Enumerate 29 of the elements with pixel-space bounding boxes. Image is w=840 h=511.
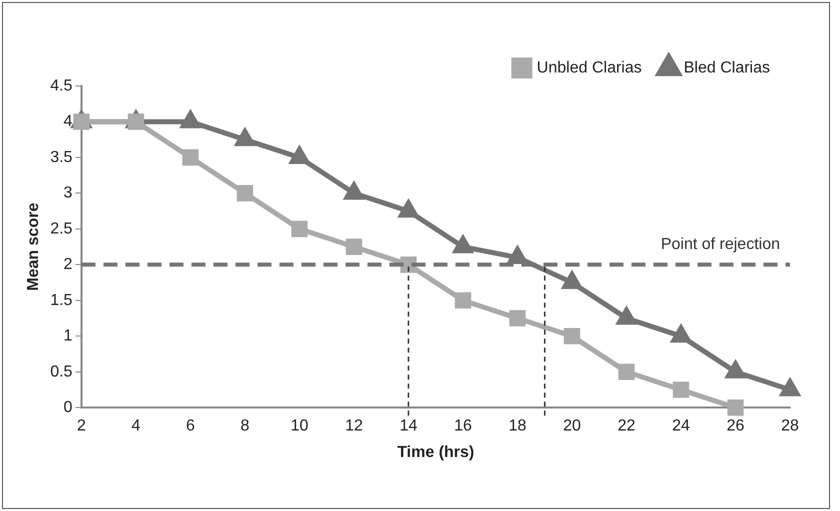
y-tick-label: 1 <box>64 328 73 345</box>
x-tick-label: 2 <box>76 418 86 435</box>
y-tick-label: 4.5 <box>50 77 73 94</box>
x-tick-label: 18 <box>508 418 526 435</box>
x-tick-label: 26 <box>726 418 744 435</box>
y-tick-label: 3.5 <box>50 148 73 166</box>
y-tick-label: 0.5 <box>50 363 73 380</box>
x-tick-label: 12 <box>345 418 363 435</box>
x-tick-label: 28 <box>781 418 799 435</box>
x-tick-label: 14 <box>400 418 418 435</box>
x-tick-label: 6 <box>186 418 195 435</box>
y-tick-label: 2.5 <box>50 220 73 238</box>
x-tick-label: 16 <box>454 418 472 435</box>
y-tick-label: 4 <box>64 113 73 130</box>
x-axis-title: Time (hrs) <box>397 444 474 461</box>
y-axis-title: Mean score <box>25 202 42 291</box>
y-tick-label: 1.5 <box>50 292 73 309</box>
legend-label: Unbled Clarias <box>536 59 642 76</box>
y-tick-label: 2 <box>64 256 73 274</box>
y-tick-label: 0 <box>64 399 73 416</box>
legend-label: Bled Clarias <box>684 59 770 76</box>
x-tick-label: 4 <box>131 418 140 435</box>
ref-line-label: Point of rejection <box>660 236 780 254</box>
x-tick-label: 10 <box>290 418 308 435</box>
x-tick-label: 22 <box>618 418 636 435</box>
x-tick-label: 20 <box>563 418 581 435</box>
x-tick-label: 24 <box>672 418 690 435</box>
x-tick-label: 8 <box>240 418 250 435</box>
y-tick-label: 3 <box>64 184 73 202</box>
